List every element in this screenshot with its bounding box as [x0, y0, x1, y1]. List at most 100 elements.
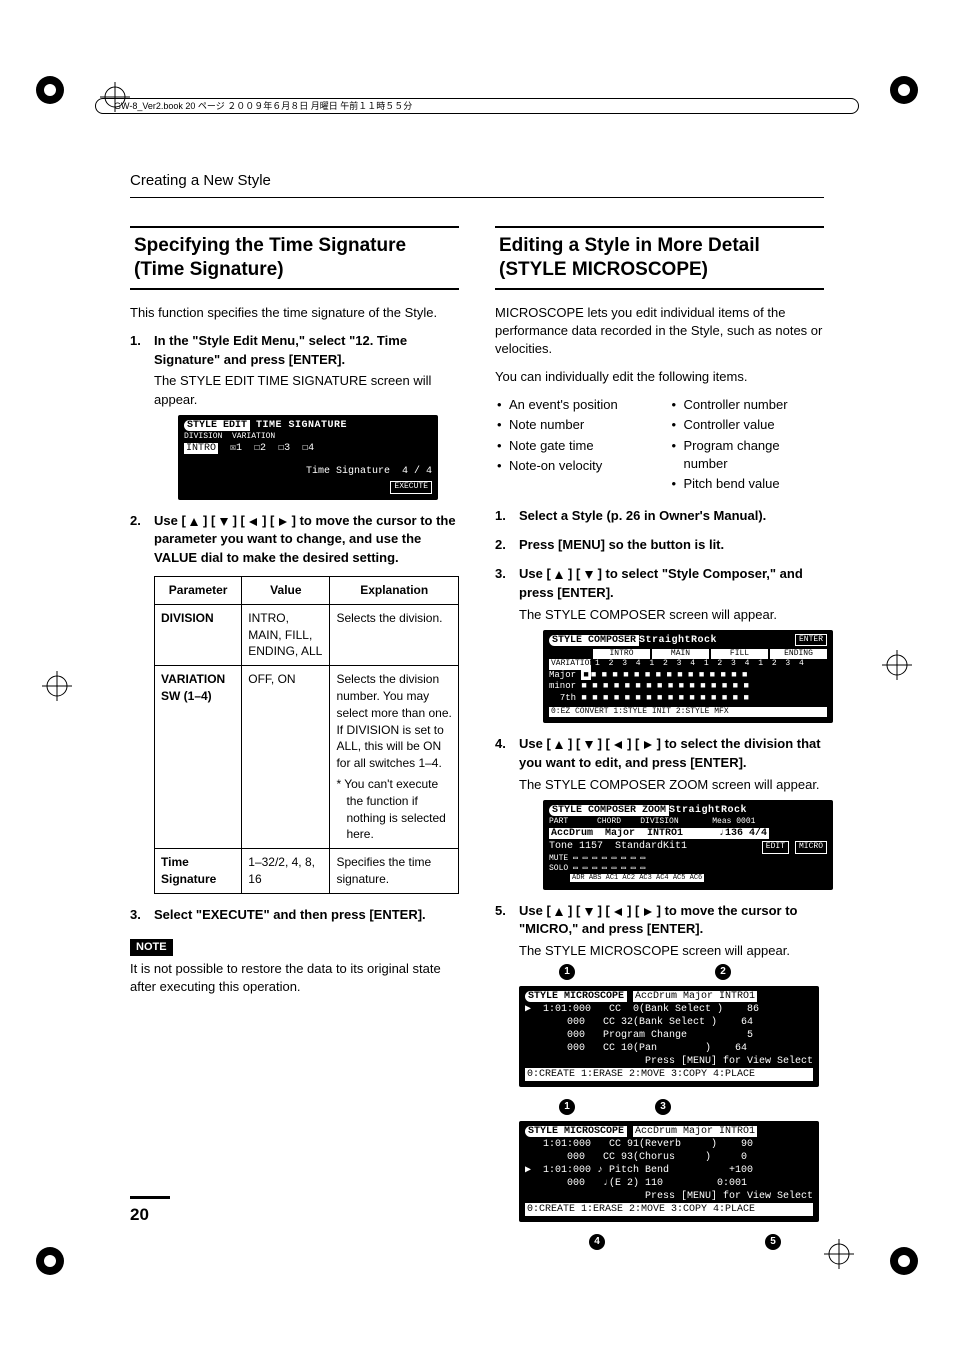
step-title: Use [ ] [ ] [ ] [ ] to move the cursor t…	[154, 512, 459, 569]
table-header: Parameter	[155, 577, 242, 605]
param-name: DIVISION	[155, 604, 242, 665]
lcd-division: INTRO	[184, 443, 218, 454]
section-intro: You can individually edit the following …	[495, 368, 824, 386]
table-row: VARIATION SW (1–4) OFF, ON Selects the d…	[155, 666, 459, 849]
lcd-screenshot-microscope-1: STYLE MICROSCOPE AccDrum Major INTRO1 ▶ …	[519, 986, 819, 1087]
up-arrow-icon	[554, 740, 564, 750]
lcd-col: ENDING	[770, 649, 827, 659]
down-arrow-icon	[584, 570, 594, 580]
step-item: Use [ ] [ ] [ ] [ ] to move the cursor t…	[495, 902, 824, 1251]
lcd-execute-button: EXECUTE	[390, 481, 432, 493]
table-row: Time Signature 1–32/2, 4, 8, 16 Specifie…	[155, 849, 459, 894]
list-item: Program change number	[670, 437, 825, 473]
page-content: Creating a New Style Specifying the Time…	[130, 170, 824, 1221]
step-body: The STYLE COMPOSER ZOOM screen will appe…	[519, 776, 824, 794]
section-heading: Specifying the Time Signature (Time Sign…	[134, 234, 455, 282]
step-body: The STYLE EDIT TIME SIGNATURE screen wil…	[154, 372, 459, 408]
up-arrow-icon	[554, 570, 564, 580]
param-expl: Selects the division number. You may sel…	[330, 666, 459, 849]
lcd-title: TIME SIGNATURE	[256, 420, 347, 431]
callout-row: 1 3	[519, 1099, 824, 1115]
down-arrow-icon	[219, 517, 229, 527]
step-title: Press [MENU] so the button is lit.	[519, 536, 824, 555]
lcd-row-label: minor ■ ■ ■ ■ ■ ■ ■ ■ ■ ■ ■ ■ ■ ■ ■ ■	[549, 681, 827, 693]
step-item: Select "EXECUTE" and then press [ENTER].	[130, 906, 459, 925]
lcd-row: 1:01:000 CC 91(Reverb ) 90	[525, 1138, 813, 1151]
step-title: In the "Style Edit Menu," select "12. Ti…	[154, 332, 459, 370]
callout-4: 4	[589, 1234, 605, 1250]
left-column: Specifying the Time Signature (Time Sign…	[130, 226, 459, 1260]
step-item: Press [MENU] so the button is lit.	[495, 536, 824, 555]
running-header: Creating a New Style	[130, 170, 824, 191]
left-arrow-icon	[613, 907, 623, 917]
lcd-tag: STYLE COMPOSER ZOOM	[549, 805, 669, 816]
list-item: Controller number	[670, 396, 825, 414]
step-title: Use [ ] [ ] to select "Style Composer," …	[519, 565, 824, 603]
param-name: Time Signature	[155, 849, 242, 894]
lcd-row: 000 CC 10(Pan ) 64	[525, 1042, 813, 1055]
lcd-tracks: ADR ABS AC1 AC2 AC3 AC4 AC5 AC6	[549, 874, 827, 883]
left-arrow-icon	[248, 517, 258, 527]
step-title: Select "EXECUTE" and then press [ENTER].	[154, 906, 459, 925]
list-item: Note-on velocity	[495, 457, 650, 475]
crop-mark-bl	[30, 1241, 70, 1281]
steps-list: In the "Style Edit Menu," select "12. Ti…	[130, 332, 459, 925]
lcd-hint: Press [MENU] for View Select	[525, 1190, 813, 1203]
lcd-footer: 0:CREATE 1:ERASE 2:MOVE 3:COPY 4:PLACE	[525, 1203, 813, 1216]
lcd-title: StraightRock	[669, 805, 747, 816]
callout-2: 2	[715, 964, 731, 980]
step-item: Use [ ] [ ] [ ] [ ] to select the divisi…	[495, 735, 824, 890]
list-item: Controller value	[670, 416, 825, 434]
lcd-tag: STYLE MICROSCOPE	[525, 1126, 627, 1137]
callout-1: 1	[559, 1099, 575, 1115]
lcd-hint: Press [MENU] for View Select	[525, 1055, 813, 1068]
table-header: Value	[242, 577, 330, 605]
lcd-row: 000 CC 93(Chorus ) 0	[525, 1151, 813, 1164]
lcd-title: AccDrum Major INTRO1	[633, 1126, 757, 1137]
right-arrow-icon	[643, 740, 653, 750]
down-arrow-icon	[584, 907, 594, 917]
lcd-col: INTRO	[593, 649, 650, 659]
editable-items-list: An event's position Note number Note gat…	[495, 396, 824, 495]
step-title: Use [ ] [ ] [ ] [ ] to select the divisi…	[519, 735, 824, 773]
note-text: It is not possible to restore the data t…	[130, 960, 459, 996]
crop-mark-br	[884, 1241, 924, 1281]
lcd-screenshot-zoom: STYLE COMPOSER ZOOMStraightRock PART CHO…	[543, 800, 833, 890]
up-arrow-icon	[189, 517, 199, 527]
table-row: DIVISION INTRO, MAIN, FILL, ENDING, ALL …	[155, 604, 459, 665]
registration-mark	[824, 1239, 854, 1269]
lcd-row: ▶ 1:01:000 ♪ Pitch Bend +100	[525, 1164, 813, 1177]
section-heading: Editing a Style in More Detail (STYLE MI…	[499, 234, 820, 282]
section-heading-box: Specifying the Time Signature (Time Sign…	[130, 226, 459, 290]
list-item: An event's position	[495, 396, 650, 414]
lcd-title: AccDrum Major INTRO1	[633, 991, 757, 1002]
step-item: Use [ ] [ ] [ ] [ ] to move the cursor t…	[130, 512, 459, 894]
header-strip-text: GW-8_Ver2.book 20 ページ ２００９年６月８日 月曜日 午前１１…	[114, 100, 412, 113]
print-header-strip: GW-8_Ver2.book 20 ページ ２００９年６月８日 月曜日 午前１１…	[95, 98, 859, 114]
list-item: Note number	[495, 416, 650, 434]
page-number: 20	[130, 1196, 170, 1227]
lcd-row: 000 Program Change 5	[525, 1029, 813, 1042]
registration-mark	[882, 650, 912, 680]
parameters-table: Parameter Value Explanation DIVISION INT…	[154, 576, 459, 894]
lcd-footer: 0:EZ CONVERT 1:STYLE INIT 2:STYLE MFX	[549, 707, 827, 717]
lcd-variation-label: VARIATION	[549, 659, 591, 669]
lcd-micro-button: MICRO	[795, 841, 827, 853]
lcd-tone: Tone 1157 StandardKit1	[549, 840, 687, 853]
right-column: Editing a Style in More Detail (STYLE MI…	[495, 226, 824, 1260]
down-arrow-icon	[584, 740, 594, 750]
lcd-col: MAIN	[652, 649, 709, 659]
lcd-row-label: Major ■■ ■ ■ ■ ■ ■ ■ ■ ■ ■ ■ ■ ■ ■ ■	[549, 670, 827, 682]
steps-list: Select a Style (p. 26 in Owner's Manual)…	[495, 507, 824, 1250]
lcd-tag: STYLE EDIT	[184, 420, 250, 431]
lcd-mute-solo: MUTE ▭ ▭ ▭ ▭ ▭ ▭ ▭ ▭SOLO ▭ ▭ ▭ ▭ ▭ ▭ ▭ ▭	[549, 854, 827, 875]
lcd-row-label: 7th ■ ■ ■ ■ ■ ■ ■ ■ ■ ■ ■ ■ ■ ■ ■ ■	[549, 693, 827, 705]
callout-row: 4 5	[519, 1234, 824, 1250]
lcd-row: 000 ♩(E 2) 110 0:001	[525, 1177, 813, 1190]
note-label: NOTE	[130, 939, 173, 956]
step-item: Use [ ] [ ] to select "Style Composer," …	[495, 565, 824, 723]
lcd-screenshot-composer: STYLE COMPOSERStraightRockENTER INTRO MA…	[543, 630, 833, 723]
param-name: VARIATION SW (1–4)	[155, 666, 242, 849]
step-body: The STYLE COMPOSER screen will appear.	[519, 606, 824, 624]
lcd-screenshot-time-signature: STYLE EDIT TIME SIGNATURE DIVISION VARIA…	[178, 415, 438, 500]
